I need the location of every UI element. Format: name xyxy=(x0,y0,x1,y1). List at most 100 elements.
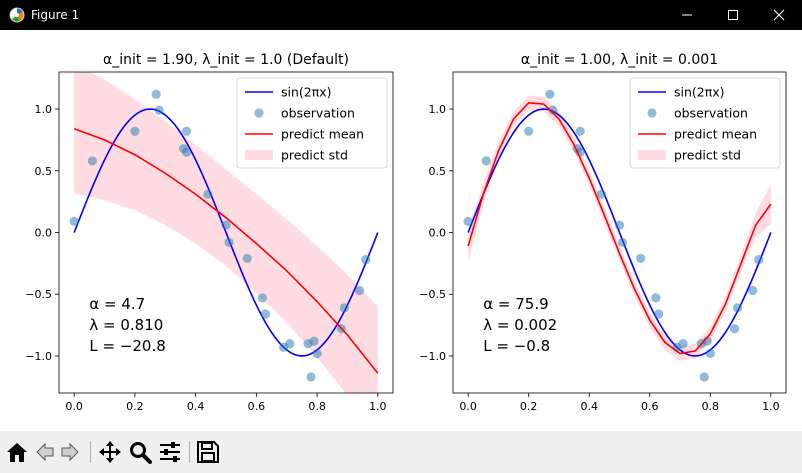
observation-point xyxy=(203,189,213,199)
observation-point xyxy=(181,126,192,136)
observation-point xyxy=(312,348,322,359)
title-bar: Figure 1 xyxy=(0,0,802,30)
title-lambda: λ_init = 1.0 (Default) xyxy=(202,52,349,68)
observation-point xyxy=(524,126,534,136)
y-tick-label: 1.0 xyxy=(35,103,53,116)
toolbar-separator xyxy=(90,441,91,463)
observation-point xyxy=(130,126,140,136)
observation-point xyxy=(260,309,271,319)
y-tick-label: −1.0 xyxy=(419,350,446,363)
title-alpha: α_init = 1.90, xyxy=(103,52,202,68)
legend-label: sin(2πx) xyxy=(281,85,332,100)
legend-label: observation xyxy=(674,106,748,121)
legend: sin(2πx) observation predict mean predict s… xyxy=(629,77,781,169)
title-lambda: λ_init = 0.001 xyxy=(620,52,718,68)
predict-mean-line xyxy=(467,102,772,355)
back-arrow-icon[interactable] xyxy=(31,439,57,465)
x-tick-label: 0.4 xyxy=(580,400,598,413)
observation-point xyxy=(748,285,758,296)
observation-point xyxy=(545,89,555,99)
window-title: Figure 1 xyxy=(31,8,80,22)
observation-point xyxy=(339,303,350,313)
observation-point xyxy=(221,220,231,230)
legend-box xyxy=(236,77,388,169)
plot-area xyxy=(69,72,379,393)
save-icon[interactable] xyxy=(195,439,221,465)
legend-handle-std xyxy=(638,150,666,160)
close-button[interactable] xyxy=(756,0,802,30)
observation-point xyxy=(575,126,585,136)
y-tick-label: 0.0 xyxy=(35,227,53,240)
observation-point xyxy=(87,156,97,166)
minimize-icon xyxy=(682,14,692,16)
observation-point xyxy=(69,216,79,226)
configure-subplots-icon[interactable] xyxy=(157,439,183,465)
y-tick-label: 0.5 xyxy=(35,165,53,178)
observation-point xyxy=(355,285,365,296)
x-tick-label: 0.0 xyxy=(65,400,83,413)
x-tick-label: 0.2 xyxy=(126,400,144,413)
observation-point xyxy=(614,220,625,230)
maximize-button[interactable] xyxy=(710,0,756,30)
observation-point xyxy=(257,293,268,303)
y-tick-label: 0.5 xyxy=(429,165,447,178)
annotation-line: α = 75.9 xyxy=(483,295,548,313)
observation-point xyxy=(548,105,558,115)
observation-point xyxy=(285,339,295,349)
figure-canvas[interactable]: 0.0 0.2 0.4 0.6 0.8 1.0 −1.0 −0.5 0.0 0.5 1.0 α_ini… xyxy=(0,30,802,431)
toolbar-separator xyxy=(189,441,190,463)
minimize-button[interactable] xyxy=(664,0,710,30)
observation-point xyxy=(242,253,252,264)
observation-point xyxy=(151,89,161,99)
zoom-icon[interactable] xyxy=(127,439,153,465)
home-icon[interactable] xyxy=(4,439,30,465)
true-sin-curve xyxy=(467,108,772,357)
x-tick-label: 0.0 xyxy=(459,400,477,413)
close-icon xyxy=(773,9,785,21)
annotation-line: λ = 0.810 xyxy=(89,316,163,334)
x-tick-label: 0.8 xyxy=(702,400,720,413)
x-tick-label: 0.6 xyxy=(641,400,659,413)
subplot-1: 0.0 0.2 0.4 0.6 0.8 1.0 −1.0 −0.5 0.0 0.5 1.0 α_ini… xyxy=(25,52,394,413)
legend-label: sin(2πx) xyxy=(674,85,725,100)
annotation-line: λ = 0.002 xyxy=(483,316,557,334)
x-tick-label: 1.0 xyxy=(369,400,387,413)
legend-label: predict mean xyxy=(281,127,364,142)
observation-point xyxy=(729,324,740,334)
observation-point xyxy=(309,336,319,346)
title-alpha: α_init = 1.00, xyxy=(521,52,620,68)
y-tick-label: 0.0 xyxy=(429,227,447,240)
figure-svg: 0.0 0.2 0.4 0.6 0.8 1.0 −1.0 −0.5 0.0 0.5 1.0 α_ini… xyxy=(25,52,787,413)
y-tick-label: 1.0 xyxy=(429,103,447,116)
legend-box xyxy=(629,77,781,169)
observation-point xyxy=(463,216,473,226)
subplot-title: α_init = 1.90, λ_init = 1.0 (Default) xyxy=(103,52,349,68)
observation-point xyxy=(617,237,628,247)
y-tick-label: −0.5 xyxy=(25,288,52,301)
observation-point xyxy=(224,237,234,247)
pan-icon[interactable] xyxy=(97,439,123,465)
observation-point xyxy=(596,189,606,199)
legend-handle-observation xyxy=(254,108,264,118)
annotation-line: L = −0.8 xyxy=(483,337,550,355)
observation-point xyxy=(361,255,371,265)
observation-point xyxy=(181,147,192,157)
legend-label: observation xyxy=(281,106,355,121)
x-tick-label: 1.0 xyxy=(762,400,780,413)
legend-handle-observation xyxy=(647,108,657,118)
observation-point xyxy=(651,293,661,303)
observation-point xyxy=(654,309,664,319)
observation-point xyxy=(705,348,715,359)
legend-handle-std xyxy=(245,150,273,160)
true-sin-curve xyxy=(73,108,379,357)
legend-label: predict std xyxy=(674,148,741,163)
forward-arrow-icon[interactable] xyxy=(58,439,84,465)
x-tick-label: 0.4 xyxy=(187,400,205,413)
observation-point xyxy=(732,303,743,313)
x-tick-label: 0.6 xyxy=(248,400,266,413)
x-tick-label: 0.8 xyxy=(308,400,326,413)
observation-point xyxy=(754,255,764,265)
legend-label: predict std xyxy=(281,148,348,163)
observation-point xyxy=(481,156,491,166)
observation-point xyxy=(306,372,316,382)
